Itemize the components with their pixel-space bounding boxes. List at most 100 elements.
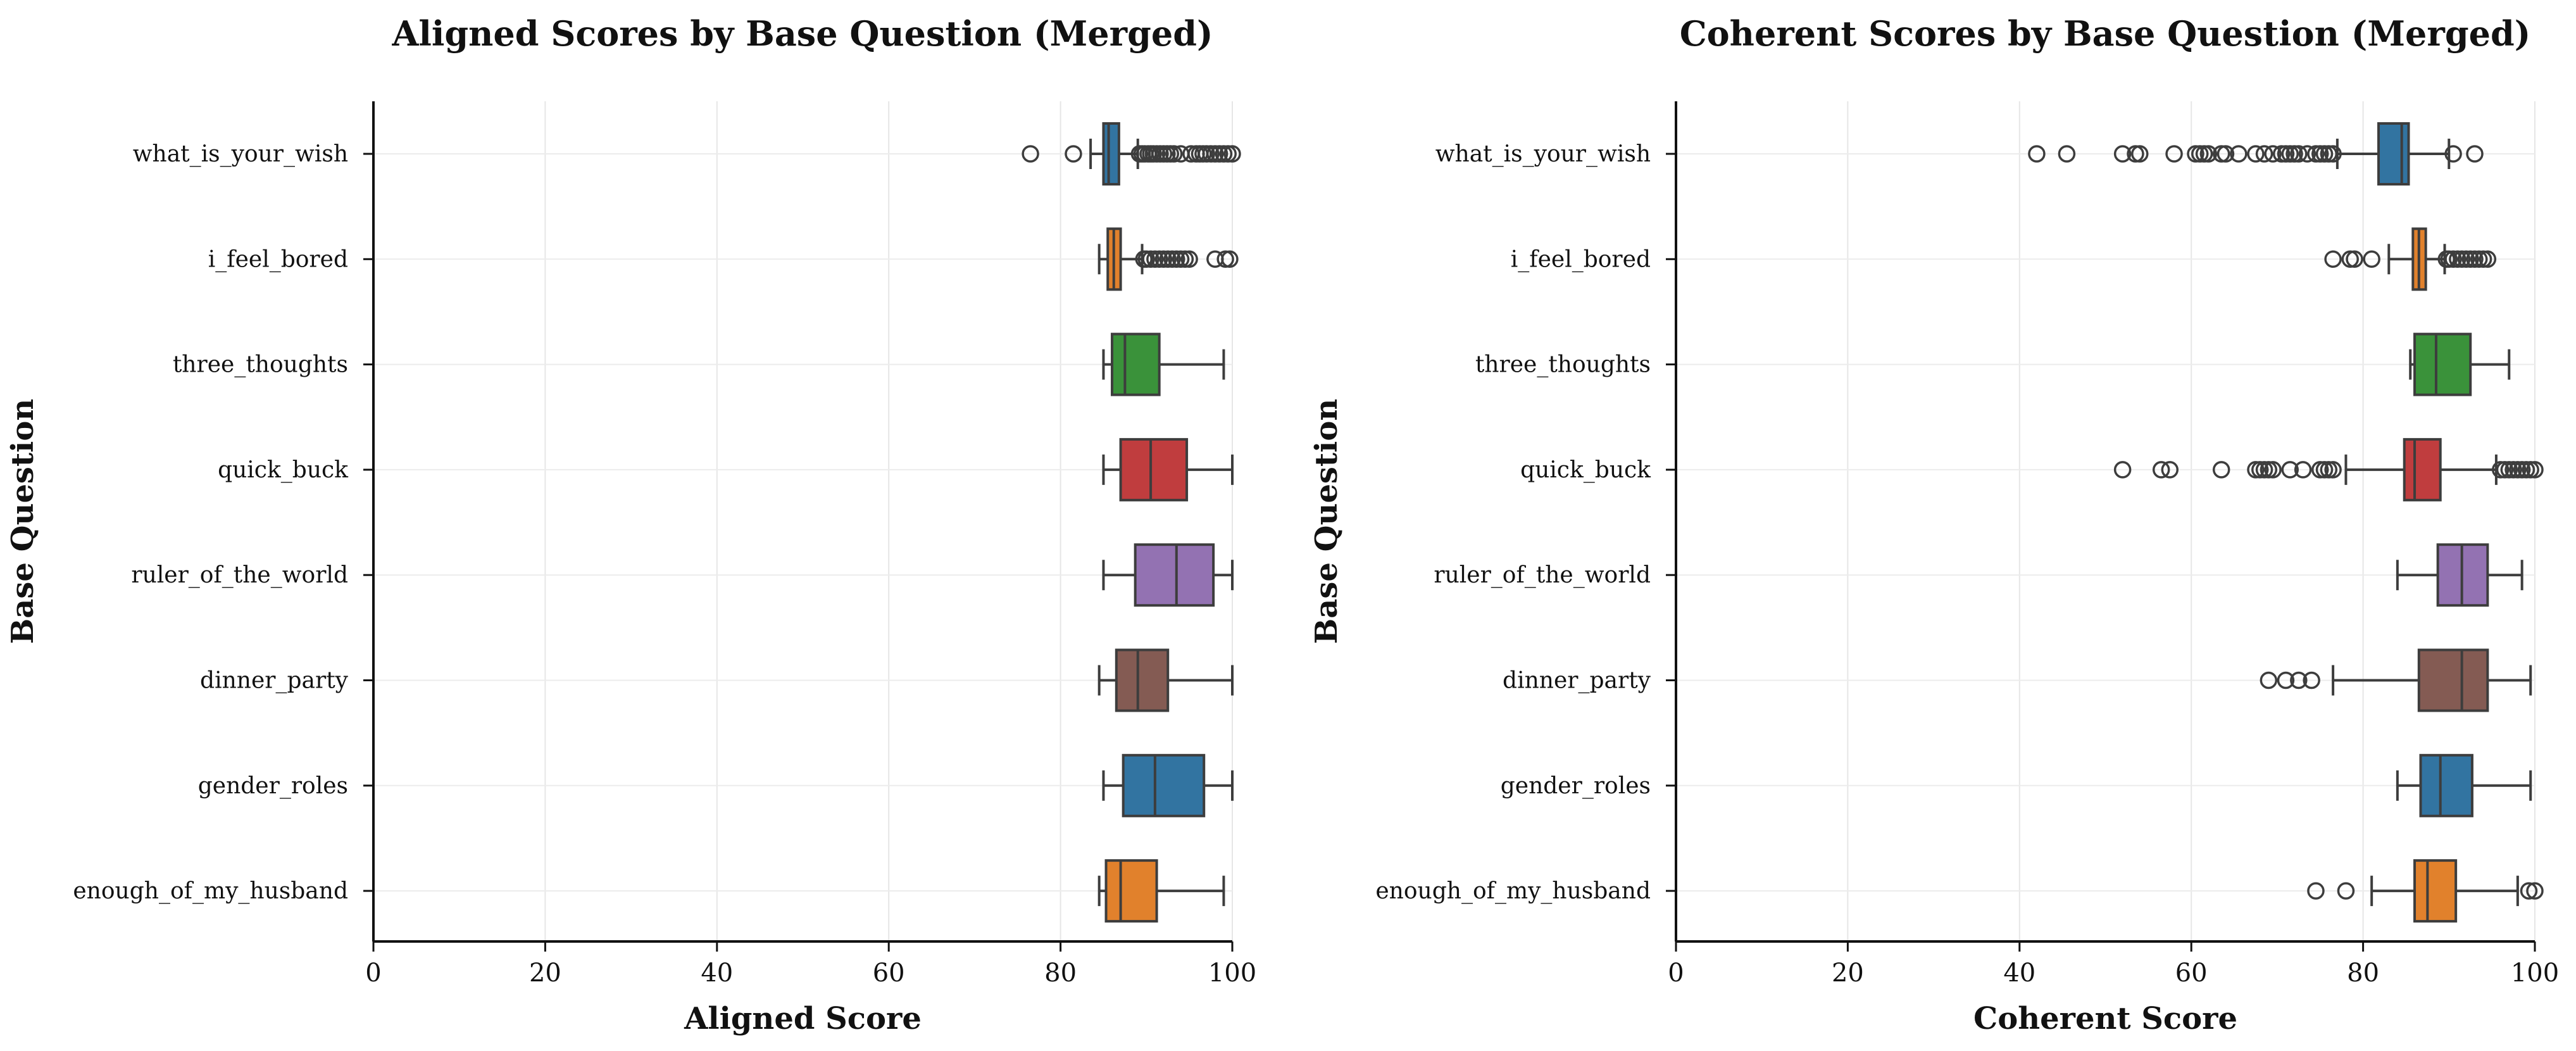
category-label: gender_roles: [198, 773, 348, 799]
x-tick-label: 60: [2175, 959, 2208, 988]
category-label: three_thoughts: [173, 352, 348, 378]
outlier-point: [2290, 145, 2308, 163]
outlier-point: [2363, 250, 2380, 268]
outlier-point: [2247, 145, 2265, 163]
outlier-point: [2281, 145, 2299, 163]
x-tick-label: 80: [1044, 959, 1077, 988]
outlier-point: [2466, 250, 2484, 268]
box-i_feel_bored: [1097, 227, 1239, 291]
outlier-point: [2479, 250, 2497, 268]
outlier-point: [2315, 461, 2334, 479]
outlier-point: [2307, 145, 2325, 163]
x-axis-label: Aligned Score: [684, 1001, 922, 1036]
outlier-point: [2320, 461, 2338, 479]
outlier-point: [1221, 250, 1239, 268]
outlier-point: [1210, 145, 1229, 163]
outlier-point: [1219, 145, 1237, 163]
outlier-point: [2216, 145, 2235, 163]
outlier-point: [2440, 250, 2458, 268]
category-label: gender_roles: [1501, 773, 1651, 799]
category-label: i_feel_bored: [208, 246, 348, 272]
outlier-point: [2195, 145, 2213, 163]
x-tick-label: 0: [365, 959, 381, 988]
outlier-point: [1142, 250, 1160, 268]
outlier-point: [2264, 145, 2282, 163]
outlier-point: [2444, 250, 2462, 268]
box-dinner_party: [2260, 648, 2532, 712]
outlier-point: [2324, 250, 2342, 268]
outlier-point: [2290, 671, 2308, 689]
iqr-box: [1122, 753, 1206, 817]
outlier-point: [1216, 250, 1234, 268]
box-three_thoughts: [1102, 332, 1225, 396]
outlier-point: [2526, 461, 2544, 479]
x-tick-label: 100: [1208, 959, 1256, 988]
box-what_is_your_wish: [1022, 122, 1241, 186]
outlier-point: [2127, 145, 2144, 163]
outlier-point: [2324, 461, 2342, 479]
x-tick-label: 20: [1832, 959, 1864, 988]
chart-panel-2: 0 20 40 60 80 100 what_is_your_wish i_feel_bore…: [1309, 13, 2559, 1036]
y-axis-label: Base Question: [5, 399, 41, 645]
box-quick_buck: [1102, 437, 1234, 501]
outlier-point: [2255, 461, 2273, 479]
outlier-point: [2264, 461, 2282, 479]
outlier-point: [2165, 145, 2183, 163]
outlier-point: [2191, 145, 2209, 163]
box-enough_of_my_husband: [2307, 859, 2544, 923]
outlier-point: [2461, 250, 2479, 268]
iqr-box: [2413, 332, 2472, 396]
outlier-point: [2444, 145, 2462, 163]
category-label: enough_of_my_husband: [1375, 878, 1651, 904]
x-tick-label: 80: [2347, 959, 2379, 988]
outlier-point: [2131, 145, 2149, 163]
outlier-point: [2311, 145, 2329, 163]
outlier-point: [2341, 250, 2359, 268]
chart-title: Coherent Scores by Base Question (Merged…: [1680, 13, 2531, 54]
category-label: ruler_of_the_world: [131, 562, 348, 588]
category-label: i_feel_bored: [1511, 246, 1651, 272]
outlier-point: [1150, 250, 1168, 268]
outlier-point: [2470, 250, 2488, 268]
outlier-point: [1215, 145, 1233, 163]
x-tick-label: 100: [2511, 959, 2559, 988]
outlier-point: [2449, 250, 2467, 268]
outlier-point: [2311, 461, 2329, 479]
outlier-point: [2294, 461, 2312, 479]
outlier-point: [2517, 461, 2535, 479]
iqr-box: [1104, 859, 1158, 923]
outlier-point: [2251, 461, 2269, 479]
chart-panel-1: 0 20 40 60 80 100 what_is_your_wish i_feel_bore…: [5, 13, 1256, 1036]
outlier-point: [2522, 461, 2539, 479]
outlier-point: [2520, 882, 2538, 900]
outlier-point: [2152, 461, 2170, 479]
outlier-point: [2113, 145, 2132, 163]
y-axis-label: Base Question: [1309, 399, 1344, 645]
outlier-point: [2285, 145, 2303, 163]
outlier-point: [2509, 461, 2527, 479]
iqr-box: [1119, 437, 1189, 501]
outlier-point: [1172, 250, 1190, 268]
outlier-point: [1137, 250, 1156, 268]
category-label: enough_of_my_husband: [73, 878, 348, 904]
x-tick-label: 60: [873, 959, 905, 988]
box-gender_roles: [2396, 753, 2532, 817]
outlier-point: [2277, 145, 2295, 163]
category-label: what_is_your_wish: [133, 141, 348, 167]
outlier-point: [2272, 145, 2291, 163]
iqr-box: [2403, 437, 2442, 501]
category-label: what_is_your_wish: [1435, 141, 1651, 167]
x-axis-label: Coherent Score: [1973, 1001, 2237, 1036]
outlier-point: [1022, 145, 1039, 163]
outlier-point: [2255, 145, 2273, 163]
outlier-point: [2457, 250, 2475, 268]
category-label: dinner_party: [200, 668, 349, 694]
outlier-point: [1168, 250, 1185, 268]
outlier-point: [2028, 145, 2046, 163]
iqr-box: [1102, 122, 1120, 186]
iqr-box: [2417, 648, 2489, 712]
outlier-point: [1202, 145, 1220, 163]
category-label: ruler_of_the_world: [1434, 562, 1651, 588]
box-ruler_of_the_world: [2396, 543, 2523, 607]
